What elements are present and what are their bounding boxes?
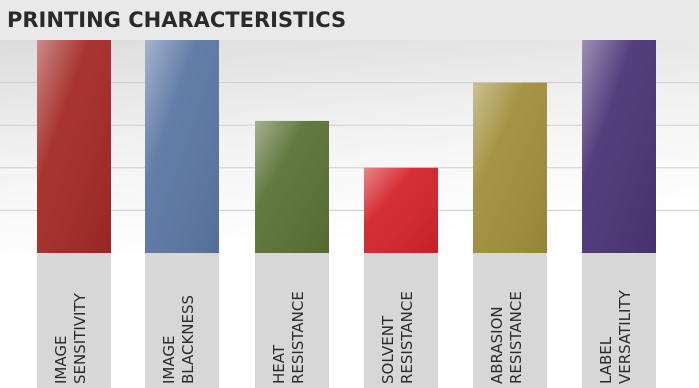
- bar: [582, 40, 656, 253]
- bar-sheen: [364, 167, 438, 253]
- bar-sheen: [145, 40, 219, 253]
- category-label-panel: [255, 253, 329, 388]
- category-label: RESISTANCE: [398, 291, 416, 384]
- bar: [37, 40, 111, 253]
- bar-sheen: [37, 40, 111, 253]
- category-label-panel: [145, 253, 219, 388]
- category-label: BLACKNESS: [179, 295, 197, 384]
- category-label: SOLVENT: [379, 315, 397, 384]
- bar: [255, 120, 329, 253]
- category-label-panel: [582, 253, 656, 388]
- category-label: RESISTANCE: [507, 291, 525, 384]
- category-label-panel: [364, 253, 438, 388]
- category-label-panel: [473, 253, 547, 388]
- chart-title: PRINTING CHARACTERISTICS: [0, 0, 699, 40]
- category-label: IMAGE: [52, 336, 70, 384]
- category-label: IMAGE: [160, 336, 178, 384]
- category-label: SENSITIVITY: [71, 292, 89, 384]
- category-label: HEAT: [270, 344, 288, 384]
- category-label: ABRASION: [488, 306, 506, 384]
- category-label: VERSATILITY: [616, 289, 634, 384]
- bar: [473, 82, 547, 253]
- bar-sheen: [473, 82, 547, 253]
- category-label: LABEL: [597, 336, 615, 384]
- bar-sheen: [255, 120, 329, 253]
- bar: [364, 167, 438, 253]
- bar-sheen: [582, 40, 656, 253]
- category-label: RESISTANCE: [289, 291, 307, 384]
- category-label-panel: [37, 253, 111, 388]
- bar: [145, 40, 219, 253]
